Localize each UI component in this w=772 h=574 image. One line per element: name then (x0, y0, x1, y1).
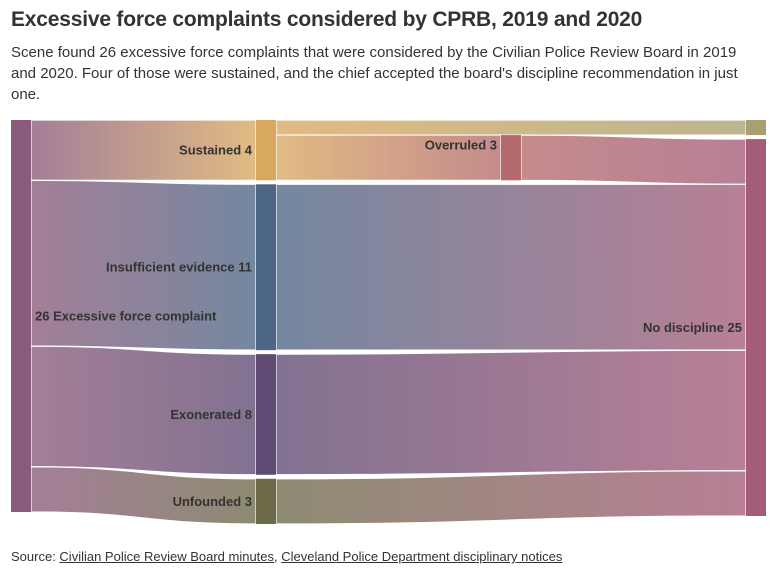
label-exonerated: Exonerated 8 (170, 407, 252, 422)
node-unfounded (256, 478, 276, 524)
node-no_discipline (746, 139, 766, 517)
node-total (11, 120, 31, 512)
source-separator: , (274, 549, 282, 564)
sankey-links (30, 119, 747, 525)
sankey-labels: 26 Excessive force complaint Sustained 4 I… (35, 138, 742, 509)
label-unfounded: Unfounded 3 (173, 494, 252, 509)
chart-title: Excessive force complaints considered by… (11, 8, 643, 31)
link-exonerated-to-no_discipline (275, 349, 747, 476)
link-sustained-to-overruled (275, 134, 502, 181)
node-overruled (501, 135, 521, 181)
node-exonerated (256, 354, 276, 475)
label-total: 26 Excessive force complaint (35, 309, 217, 324)
source-link-disciplinary-notices[interactable]: Cleveland Police Department disciplinary… (281, 549, 563, 564)
sankey-chart: 26 Excessive force complaint Sustained 4 I… (11, 119, 766, 525)
link-unfounded-to-no_discipline (275, 470, 747, 525)
link-overruled-to-no_discipline (520, 134, 747, 185)
node-discipline (746, 120, 766, 136)
chart-subtitle: Scene found 26 excessive force complaint… (11, 44, 738, 103)
label-overruled: Overruled 3 (425, 138, 497, 153)
node-insufficient (256, 184, 276, 351)
label-insufficient: Insufficient evidence 11 (106, 260, 252, 275)
node-sustained (256, 120, 276, 181)
source-note: Source: Civilian Police Review Board min… (11, 549, 562, 564)
sankey-nodes (11, 120, 766, 524)
link-total-to-sustained (30, 119, 257, 181)
source-prefix: Source: (11, 549, 60, 564)
link-sustained-to-discipline (275, 119, 747, 136)
source-link-cprb-minutes[interactable]: Civilian Police Review Board minutes (59, 549, 275, 564)
label-no_discipline: No discipline 25 (643, 320, 742, 335)
label-sustained: Sustained 4 (179, 143, 253, 158)
link-total-to-insufficient (30, 179, 257, 351)
